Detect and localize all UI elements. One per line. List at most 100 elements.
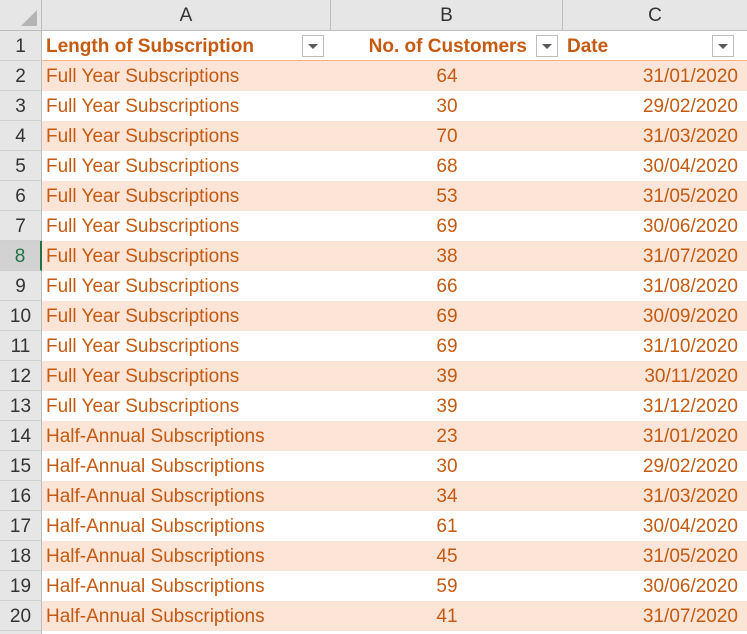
cell-customers[interactable]: 41 bbox=[331, 601, 563, 631]
header-cell-customers[interactable]: No. of Customers bbox=[331, 31, 563, 61]
table-row: 17 Half-Annual Subscriptions 61 30/04/2020 bbox=[0, 511, 747, 541]
cell-date[interactable]: 30/06/2020 bbox=[563, 211, 747, 241]
cell-customers[interactable]: 23 bbox=[331, 421, 563, 451]
cell-date[interactable]: 30/09/2020 bbox=[563, 301, 747, 331]
cell-customers[interactable]: 59 bbox=[331, 571, 563, 601]
cell-length[interactable]: Full Year Subscriptions bbox=[42, 331, 331, 361]
cell-customers[interactable]: 69 bbox=[331, 211, 563, 241]
table-row: 7 Full Year Subscriptions 69 30/06/2020 bbox=[0, 211, 747, 241]
cell-customers[interactable]: 64 bbox=[331, 61, 563, 91]
cell-date[interactable]: 31/03/2020 bbox=[563, 121, 747, 151]
table-row: 10 Full Year Subscriptions 69 30/09/2020 bbox=[0, 301, 747, 331]
row-header[interactable]: 14 bbox=[0, 421, 42, 451]
cell-date[interactable]: 31/03/2020 bbox=[563, 481, 747, 511]
cell-length[interactable]: Full Year Subscriptions bbox=[42, 181, 331, 211]
cell-length[interactable]: Half-Annual Subscriptions bbox=[42, 511, 331, 541]
column-header-b[interactable]: B bbox=[331, 0, 563, 30]
cell-length[interactable]: Full Year Subscriptions bbox=[42, 361, 331, 391]
table-row: 16 Half-Annual Subscriptions 34 31/03/2020 bbox=[0, 481, 747, 511]
row-header[interactable]: 11 bbox=[0, 331, 42, 361]
cell-length[interactable]: Half-Annual Subscriptions bbox=[42, 451, 331, 481]
table-row: 13 Full Year Subscriptions 39 31/12/2020 bbox=[0, 391, 747, 421]
cell-length[interactable]: Full Year Subscriptions bbox=[42, 91, 331, 121]
row-header[interactable]: 1 bbox=[0, 31, 42, 61]
cell-date[interactable]: 31/08/2020 bbox=[563, 271, 747, 301]
cell-date[interactable]: 31/01/2020 bbox=[563, 421, 747, 451]
cell-customers[interactable]: 68 bbox=[331, 151, 563, 181]
row-header[interactable]: 13 bbox=[0, 391, 42, 421]
cell-length[interactable]: Full Year Subscriptions bbox=[42, 211, 331, 241]
cell-date[interactable]: 31/01/2020 bbox=[563, 61, 747, 91]
row-header[interactable]: 19 bbox=[0, 571, 42, 601]
cell-date[interactable]: 29/02/2020 bbox=[563, 451, 747, 481]
cell-length[interactable]: Half-Annual Subscriptions bbox=[42, 541, 331, 571]
cell-date[interactable]: 30/04/2020 bbox=[563, 151, 747, 181]
row-header[interactable]: 5 bbox=[0, 151, 42, 181]
row-header[interactable]: 15 bbox=[0, 451, 42, 481]
row-header[interactable]: 9 bbox=[0, 271, 42, 301]
cell-length[interactable]: Full Year Subscriptions bbox=[42, 241, 331, 271]
cell-length[interactable]: Full Year Subscriptions bbox=[42, 301, 331, 331]
cell-length[interactable]: Half-Annual Subscriptions bbox=[42, 481, 331, 511]
cell-length[interactable]: Full Year Subscriptions bbox=[42, 391, 331, 421]
table-row: 14 Half-Annual Subscriptions 23 31/01/2020 bbox=[0, 421, 747, 451]
cell-length[interactable]: Full Year Subscriptions bbox=[42, 121, 331, 151]
table-row: 20 Half-Annual Subscriptions 41 31/07/2020 bbox=[0, 601, 747, 631]
row-header[interactable]: 12 bbox=[0, 361, 42, 391]
chevron-down-icon bbox=[308, 44, 318, 49]
row-header[interactable]: 16 bbox=[0, 481, 42, 511]
row-header[interactable]: 17 bbox=[0, 511, 42, 541]
cell-customers[interactable]: 61 bbox=[331, 511, 563, 541]
row-header[interactable]: 4 bbox=[0, 121, 42, 151]
cell-customers[interactable]: 30 bbox=[331, 451, 563, 481]
row-header[interactable]: 8 bbox=[0, 241, 42, 271]
cell-date[interactable]: 31/12/2020 bbox=[563, 391, 747, 421]
cell-customers[interactable]: 30 bbox=[331, 91, 563, 121]
cell-date[interactable]: 31/07/2020 bbox=[563, 601, 747, 631]
cell-customers[interactable]: 38 bbox=[331, 241, 563, 271]
cell-customers[interactable]: 53 bbox=[331, 181, 563, 211]
cell-customers[interactable]: 45 bbox=[331, 541, 563, 571]
filter-button-date[interactable] bbox=[712, 35, 734, 57]
row-header[interactable]: 6 bbox=[0, 181, 42, 211]
row-header[interactable]: 2 bbox=[0, 61, 42, 91]
select-all-button[interactable] bbox=[0, 0, 42, 30]
cell-date[interactable]: 29/02/2020 bbox=[563, 91, 747, 121]
cell-customers[interactable]: 39 bbox=[331, 391, 563, 421]
row-header[interactable]: 7 bbox=[0, 211, 42, 241]
table-row: 15 Half-Annual Subscriptions 30 29/02/2020 bbox=[0, 451, 747, 481]
cell-customers[interactable]: 70 bbox=[331, 121, 563, 151]
filter-button-customers[interactable] bbox=[536, 35, 558, 57]
cell-length[interactable]: Half-Annual Subscriptions bbox=[42, 571, 331, 601]
column-header-c[interactable]: C bbox=[648, 5, 662, 26]
cell-length[interactable]: Full Year Subscriptions bbox=[42, 61, 331, 91]
cell-customers[interactable]: 66 bbox=[331, 271, 563, 301]
cell-customers[interactable]: 34 bbox=[331, 481, 563, 511]
table-row: 2 Full Year Subscriptions 64 31/01/2020 bbox=[0, 61, 747, 91]
header-cell-length[interactable]: Length of Subscription bbox=[42, 31, 331, 61]
row-header[interactable]: 20 bbox=[0, 601, 42, 631]
cell-length[interactable]: Half-Annual Subscriptions bbox=[42, 421, 331, 451]
row-header[interactable]: 18 bbox=[0, 541, 42, 571]
column-header-a[interactable]: A bbox=[42, 0, 331, 30]
cell-customers[interactable]: 39 bbox=[331, 361, 563, 391]
cell-date[interactable]: 30/06/2020 bbox=[563, 571, 747, 601]
cell-customers[interactable]: 69 bbox=[331, 301, 563, 331]
cell-date[interactable]: 31/05/2020 bbox=[563, 181, 747, 211]
cell-date[interactable]: 31/05/2020 bbox=[563, 541, 747, 571]
cell-date[interactable]: 31/07/2020 bbox=[563, 241, 747, 271]
cell-customers[interactable]: 69 bbox=[331, 331, 563, 361]
row-header[interactable]: 3 bbox=[0, 91, 42, 121]
table-row: 9 Full Year Subscriptions 66 31/08/2020 bbox=[0, 271, 747, 301]
cell-date[interactable]: 31/10/2020 bbox=[563, 331, 747, 361]
cell-date[interactable]: 30/11/2020 bbox=[563, 361, 747, 391]
header-row: 1 Length of Subscription No. of Customer… bbox=[0, 31, 747, 61]
filter-button-length[interactable] bbox=[302, 35, 324, 57]
cell-date[interactable]: 30/04/2020 bbox=[563, 511, 747, 541]
chevron-down-icon bbox=[542, 44, 552, 49]
cell-length[interactable]: Full Year Subscriptions bbox=[42, 271, 331, 301]
cell-length[interactable]: Half-Annual Subscriptions bbox=[42, 601, 331, 631]
cell-length[interactable]: Full Year Subscriptions bbox=[42, 151, 331, 181]
row-header[interactable]: 10 bbox=[0, 301, 42, 331]
